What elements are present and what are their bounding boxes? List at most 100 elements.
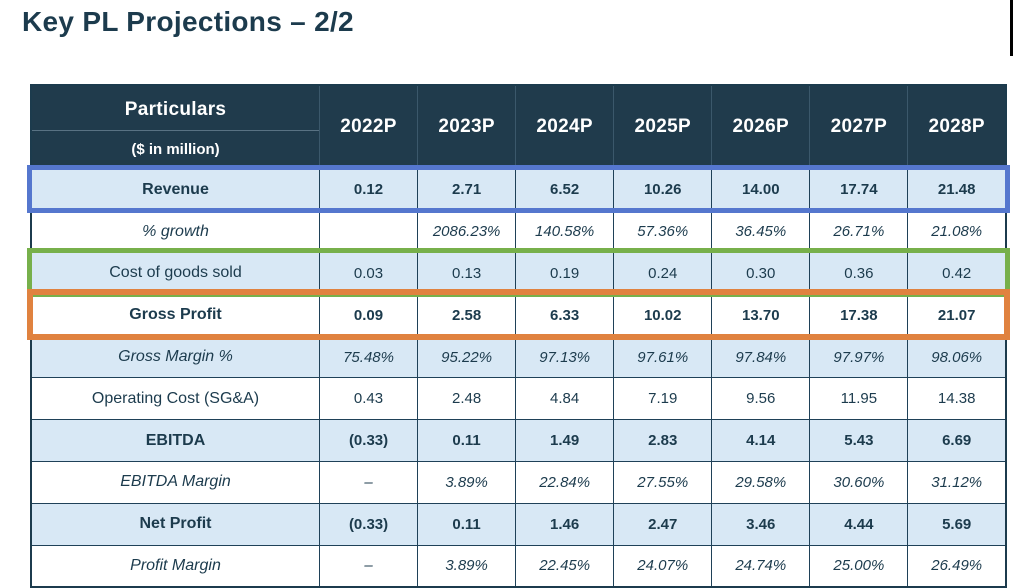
- value-cell: 2.48: [417, 377, 517, 421]
- value-cell: 6.69: [907, 419, 1007, 463]
- year-header: 2026P: [711, 85, 810, 169]
- value-cell: 0.24: [613, 252, 713, 295]
- value-cell: 26.71%: [809, 210, 909, 254]
- value-cell: 24.07%: [613, 544, 713, 588]
- value-cell: [318, 210, 419, 254]
- value-cell: 0.19: [515, 252, 615, 295]
- value-cell: 0.03: [318, 252, 419, 295]
- year-header: 2022P: [318, 85, 418, 169]
- year-header: 2025P: [613, 85, 712, 169]
- table-row: Gross Margin % 75.48% 95.22% 97.13% 97.61% 97…: [30, 335, 1007, 379]
- value-cell: 21.07: [907, 293, 1007, 337]
- value-cell: 14.00: [711, 168, 811, 212]
- value-cell: 27.55%: [613, 461, 713, 504]
- table-row: EBITDA (0.33) 0.11 1.49 2.83 4.14 5.43 6.69: [30, 419, 1007, 463]
- table-row: EBITDA Margin –3.89% 22.84% 27.55% 29.58% 30.…: [30, 461, 1007, 504]
- value-cell: 17.74: [809, 168, 909, 212]
- value-cell: 22.45%: [515, 544, 615, 588]
- row-label: EBITDA Margin: [30, 461, 320, 504]
- row-label: Revenue: [30, 168, 320, 212]
- row-label: Cost of goods sold: [30, 252, 320, 295]
- value-cell: 2.58: [417, 293, 517, 337]
- value-cell: 57.36%: [613, 210, 713, 254]
- value-cell: 0.09: [318, 293, 419, 337]
- value-cell: 0.11: [417, 419, 517, 463]
- projections-table: Particulars ($ in million) 2022P 2023P 202…: [30, 84, 1007, 588]
- value-cell: 3.46: [711, 502, 811, 546]
- value-cell: 2.71: [417, 168, 517, 212]
- table-row: Revenue 0.12 2.71 6.52 10.26 14.00 17.74 21.48: [30, 168, 1007, 212]
- value-cell: 1.49: [515, 419, 615, 463]
- value-cell: 17.38: [809, 293, 909, 337]
- row-label: Net Profit: [30, 502, 320, 546]
- year-header: 2024P: [515, 85, 614, 169]
- value-cell: 9.56: [711, 377, 811, 421]
- value-cell: 0.12: [318, 168, 419, 212]
- page-title: Key PL Projections – 2/2: [22, 6, 354, 37]
- value-cell: 95.22%: [417, 335, 517, 379]
- value-cell: 75.48%: [318, 335, 419, 379]
- header-row: Particulars ($ in million) 2022P 2023P 202…: [31, 85, 1006, 169]
- value-cell: 0.30: [711, 252, 811, 295]
- value-cell: 10.02: [613, 293, 713, 337]
- table-row: Net Profit (0.33) 0.11 1.46 2.47 3.46 4.44 5.69: [30, 502, 1007, 546]
- value-cell: 13.70: [711, 293, 811, 337]
- table-row: % growth 2086.23% 140.58% 57.36% 36.45% 26.71…: [30, 210, 1007, 254]
- value-cell: 3.89%: [417, 544, 517, 588]
- row-label: Profit Margin: [30, 544, 320, 588]
- table-body: Revenue 0.12 2.71 6.52 10.26 14.00 17.74 21.48%…: [30, 168, 1007, 588]
- value-cell: 25.00%: [809, 544, 909, 588]
- value-cell: 4.44: [809, 502, 909, 546]
- value-cell: 14.38: [907, 377, 1007, 421]
- value-cell: 22.84%: [515, 461, 615, 504]
- value-cell: 4.84: [515, 377, 615, 421]
- value-cell: (0.33): [318, 502, 419, 546]
- value-cell: 140.58%: [515, 210, 615, 254]
- row-label: % growth: [30, 210, 320, 254]
- value-cell: 26.49%: [907, 544, 1007, 588]
- value-cell: 21.48: [907, 168, 1007, 212]
- value-cell: 97.84%: [711, 335, 811, 379]
- value-cell: 0.36: [809, 252, 909, 295]
- value-cell: 6.33: [515, 293, 615, 337]
- value-cell: 97.97%: [809, 335, 909, 379]
- value-cell: 10.26: [613, 168, 713, 212]
- value-cell: 97.61%: [613, 335, 713, 379]
- year-header: 2023P: [417, 85, 516, 169]
- value-cell: 3.89%: [417, 461, 517, 504]
- projections-table-wrap: Particulars ($ in million) 2022P 2023P 202…: [27, 84, 1010, 588]
- unit-note-label: ($ in million): [131, 140, 220, 158]
- value-cell: 2.47: [613, 502, 713, 546]
- value-cell: 36.45%: [711, 210, 811, 254]
- row-label: Gross Profit: [30, 293, 320, 337]
- table-row: Operating Cost (SG&A) 0.43 2.48 4.84 7.19 9.5…: [30, 377, 1007, 421]
- value-cell: 2086.23%: [417, 210, 517, 254]
- table-row: Gross Profit 0.09 2.58 6.33 10.02 13.70 17.38 2…: [30, 293, 1007, 337]
- value-cell: 4.14: [711, 419, 811, 463]
- value-cell: (0.33): [318, 419, 419, 463]
- header-divider: [32, 129, 319, 131]
- value-cell: 6.52: [515, 168, 615, 212]
- value-cell: 31.12%: [907, 461, 1007, 504]
- value-cell: 29.58%: [711, 461, 811, 504]
- table-row: Cost of goods sold 0.03 0.13 0.19 0.24 0.30 0.…: [30, 252, 1007, 295]
- table-row: Profit Margin –3.89% 22.45% 24.07% 24.74% 25.…: [30, 544, 1007, 588]
- value-cell: 97.13%: [515, 335, 615, 379]
- row-label: Operating Cost (SG&A): [30, 377, 320, 421]
- value-cell: 0.11: [417, 502, 517, 546]
- value-cell: 0.42: [907, 252, 1007, 295]
- value-cell: 1.46: [515, 502, 615, 546]
- value-cell: 5.69: [907, 502, 1007, 546]
- row-label: EBITDA: [30, 419, 320, 463]
- year-header: 2027P: [809, 85, 908, 169]
- particulars-label: Particulars: [124, 98, 227, 120]
- value-cell: 11.95: [809, 377, 909, 421]
- value-cell: –: [318, 544, 419, 588]
- year-header: 2028P: [907, 85, 1006, 169]
- value-cell: 98.06%: [907, 335, 1007, 379]
- row-label: Gross Margin %: [30, 335, 320, 379]
- particulars-header-cell: Particulars ($ in million): [31, 85, 320, 169]
- value-cell: –: [318, 461, 419, 504]
- value-cell: 5.43: [809, 419, 909, 463]
- value-cell: 0.13: [417, 252, 517, 295]
